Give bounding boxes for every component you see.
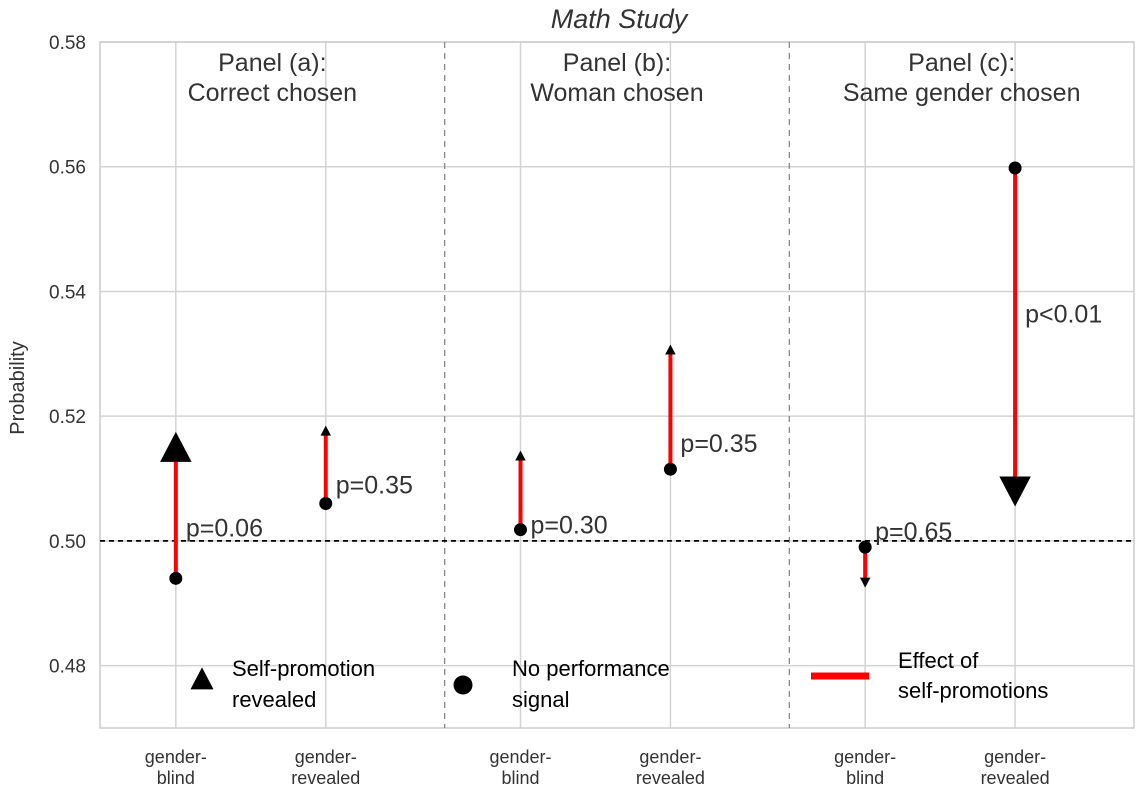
legend-triangle-marker xyxy=(190,667,214,690)
self-promotion-marker xyxy=(999,476,1031,507)
p-value-label: p=0.35 xyxy=(680,430,757,458)
self-promotion-marker xyxy=(515,450,526,461)
legend-self-promotion-label: Self-promotion revealed xyxy=(232,656,375,712)
x-tick-label: gender-blind xyxy=(489,747,551,788)
plot-frame xyxy=(99,41,1135,729)
p-value-label: p=0.65 xyxy=(875,518,952,546)
no-signal-marker xyxy=(513,523,527,537)
y-tick-label: 0.56 xyxy=(49,158,86,179)
legend-no-signal-label: No performance signal xyxy=(512,656,670,712)
x-tick-label: gender-blind xyxy=(145,747,207,788)
panel-title: Panel (c): Same gender chosen xyxy=(843,49,1081,107)
panel-dividers xyxy=(444,42,790,728)
self-promotion-marker xyxy=(160,431,192,462)
chart-title: Math Study xyxy=(551,4,689,34)
no-signal-marker xyxy=(319,496,333,510)
self-promotion-marker xyxy=(320,425,332,436)
no-signal-marker xyxy=(663,462,677,476)
self-promotion-marker xyxy=(859,577,871,588)
x-tick-label: gender-revealed xyxy=(981,747,1050,788)
panel-title: Panel (b): Woman chosen xyxy=(530,49,703,107)
self-promotion-marker xyxy=(665,344,676,355)
y-tick-label: 0.48 xyxy=(49,657,86,678)
y-tick-label: 0.54 xyxy=(49,282,86,303)
no-signal-marker xyxy=(858,540,872,554)
x-tick-label: gender-blind xyxy=(834,747,896,788)
legend-effect-label: Effect of self-promotions xyxy=(898,648,1048,703)
legend: Self-promotion revealed No performance sign… xyxy=(190,648,1048,712)
x-tick-label: gender-revealed xyxy=(291,747,360,788)
y-tick-label: 0.58 xyxy=(49,33,86,54)
data-marks xyxy=(160,161,1031,588)
p-value-label: p=0.06 xyxy=(186,514,263,542)
p-value-label: p<0.01 xyxy=(1025,301,1102,329)
y-tick-label: 0.50 xyxy=(49,532,86,553)
y-tick-label: 0.52 xyxy=(49,407,86,428)
legend-circle-marker xyxy=(453,675,473,695)
x-tick-label: gender-revealed xyxy=(636,747,705,788)
p-value-label: p=0.35 xyxy=(336,471,413,499)
panel-title: Panel (a): Correct chosen xyxy=(188,49,358,107)
no-signal-marker xyxy=(169,571,183,585)
p-value-label: p=0.30 xyxy=(530,512,607,540)
no-signal-marker xyxy=(1008,161,1022,175)
text-labels: 0.48 0.50 0.52 0.54 0.56 0.58 Panel (a): Correc… xyxy=(49,33,1102,788)
y-axis-label: Probability xyxy=(7,341,29,434)
